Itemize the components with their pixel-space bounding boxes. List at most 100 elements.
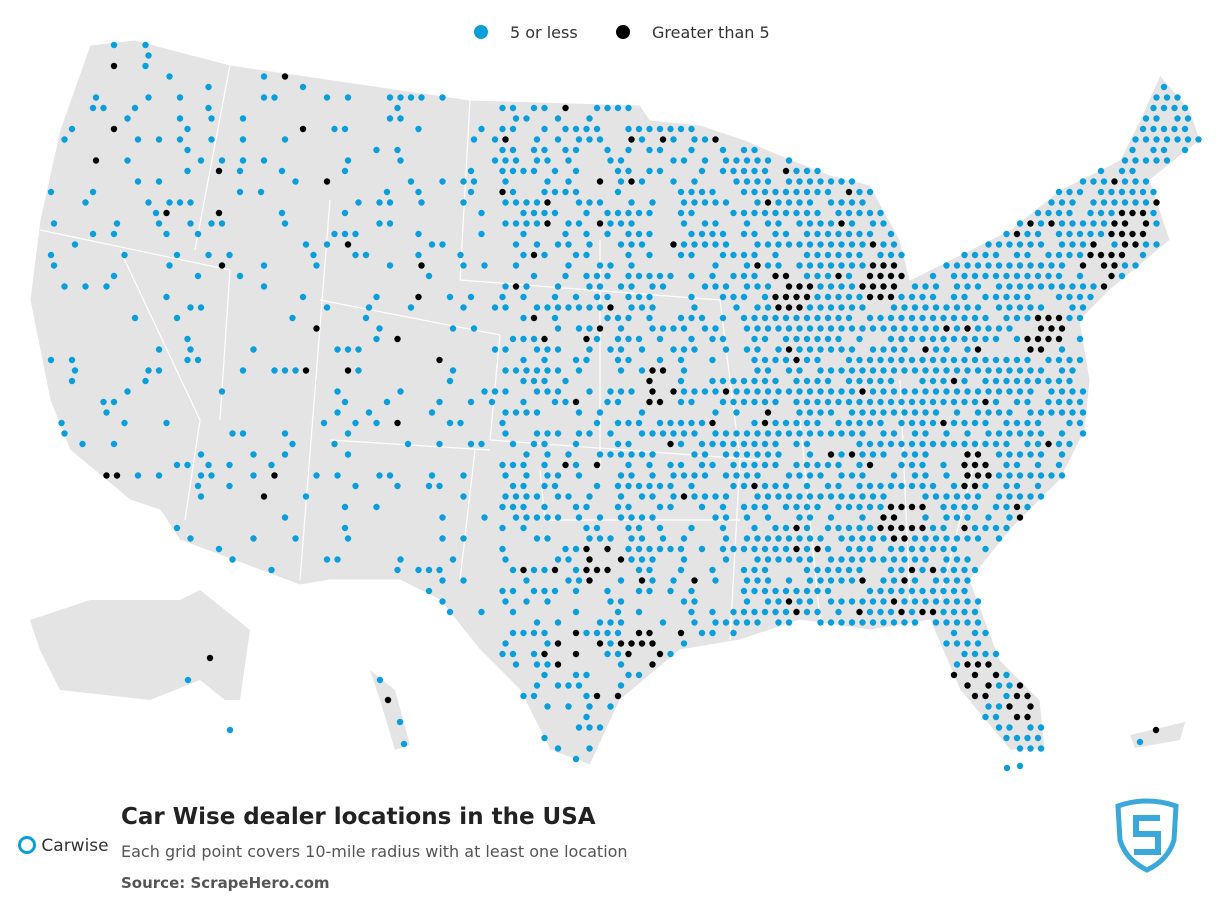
- dealer-dot: [1076, 272, 1084, 280]
- dealer-dot: [656, 545, 664, 553]
- dealer-dot: [397, 157, 404, 164]
- dealer-dot: [271, 94, 278, 101]
- dealer-dot: [1048, 220, 1055, 227]
- dealer-dot: [166, 199, 173, 206]
- dealer-dot: [586, 745, 593, 752]
- dealer-dot: [607, 346, 614, 353]
- dealer-dot: [785, 430, 793, 437]
- dealer-dot: [341, 503, 349, 511]
- dealer-dot: [565, 178, 572, 185]
- dealer-dot: [352, 482, 359, 490]
- dealer-dot: [838, 535, 845, 542]
- dealer-dot: [1129, 209, 1136, 217]
- dealer-dot: [901, 367, 908, 374]
- dealer-dot: [646, 167, 653, 175]
- dealer-dot: [971, 608, 979, 616]
- dealer-dot: [761, 356, 769, 364]
- dealer-dot: [1024, 713, 1031, 721]
- dealer-dot: [551, 587, 559, 595]
- dealer-dot: [583, 545, 590, 553]
- dealer-dot: [995, 451, 1003, 458]
- dealer-dot: [835, 419, 842, 427]
- dealer-dot: [782, 608, 790, 616]
- dealer-dot: [782, 209, 790, 217]
- dealer-dot: [880, 598, 887, 605]
- dealer-dot: [1013, 692, 1021, 700]
- dealer-dot: [1048, 283, 1055, 290]
- dealer-dot: [596, 640, 604, 647]
- dealer-dot: [499, 293, 506, 301]
- dealer-dot: [541, 209, 548, 217]
- dealer-dot: [586, 724, 593, 731]
- dealer-dot: [646, 566, 653, 574]
- dealer-dot: [890, 514, 898, 521]
- dealer-dot: [856, 188, 863, 196]
- dealer-dot: [415, 251, 422, 259]
- dealer-dot: [646, 209, 653, 217]
- dealer-dot: [1013, 293, 1021, 301]
- dealer-dot: [793, 545, 800, 553]
- dealer-dot: [764, 430, 772, 437]
- dealer-dot: [856, 440, 863, 448]
- dealer-dot: [869, 325, 877, 332]
- dealer-dot: [352, 419, 359, 427]
- dealer-dot: [1045, 314, 1052, 322]
- dealer-dot: [877, 587, 884, 595]
- dealer-dot: [544, 640, 551, 647]
- dealer-dot: [866, 230, 874, 238]
- dealer-dot: [793, 608, 800, 616]
- dealer-dot: [733, 472, 740, 479]
- dealer-dot: [523, 493, 530, 500]
- dealer-dot: [943, 430, 950, 437]
- dealer-dot: [971, 419, 979, 427]
- dealer-dot: [344, 535, 352, 542]
- dealer-dot: [394, 146, 401, 154]
- dealer-dot: [1027, 388, 1034, 395]
- dealer-dot: [838, 451, 845, 458]
- dealer-dot: [940, 566, 947, 574]
- dealer-dot: [89, 188, 97, 196]
- dealer-dot: [688, 230, 695, 238]
- dealer-dot: [880, 619, 887, 626]
- dealer-dot: [415, 188, 422, 196]
- dealer-dot: [712, 220, 719, 227]
- dealer-dot: [530, 314, 538, 322]
- dealer-dot: [197, 304, 205, 311]
- dealer-dot: [481, 388, 488, 395]
- dealer-dot: [373, 419, 380, 427]
- dealer-dot: [712, 577, 719, 584]
- dealer-dot: [1013, 314, 1021, 322]
- dealer-dot: [743, 346, 751, 353]
- dealer-dot: [176, 199, 184, 206]
- dealer-dot: [995, 682, 1003, 689]
- dealer-dot: [835, 461, 842, 469]
- dealer-dot: [974, 325, 982, 332]
- dealer-dot: [698, 188, 706, 196]
- dealer-dot: [911, 283, 919, 290]
- dealer-dot: [184, 676, 192, 684]
- dealer-dot: [982, 482, 989, 490]
- dealer-dot: [701, 220, 709, 227]
- dealer-dot: [719, 545, 727, 553]
- dealer-dot: [544, 451, 551, 458]
- dealer-dot: [617, 598, 625, 605]
- dealer-dot: [499, 503, 506, 511]
- dealer-dot: [701, 472, 709, 479]
- dealer-dot: [743, 598, 751, 605]
- dealer-dot: [712, 283, 719, 290]
- dealer-dot: [796, 556, 803, 563]
- dealer-dot: [688, 293, 695, 301]
- dealer-dot: [523, 577, 530, 584]
- dealer-dot: [460, 178, 467, 185]
- dealer-dot: [919, 335, 926, 343]
- dealer-dot: [838, 430, 845, 437]
- dealer-dot: [824, 314, 832, 322]
- dealer-dot: [877, 356, 884, 364]
- dealer-dot: [677, 419, 685, 427]
- dealer-dot: [281, 451, 289, 458]
- dealer-dot: [824, 188, 832, 196]
- dealer-dot: [436, 566, 443, 574]
- dealer-dot: [1006, 367, 1013, 374]
- dealer-dot: [943, 640, 950, 647]
- dealer-dot: [520, 461, 527, 469]
